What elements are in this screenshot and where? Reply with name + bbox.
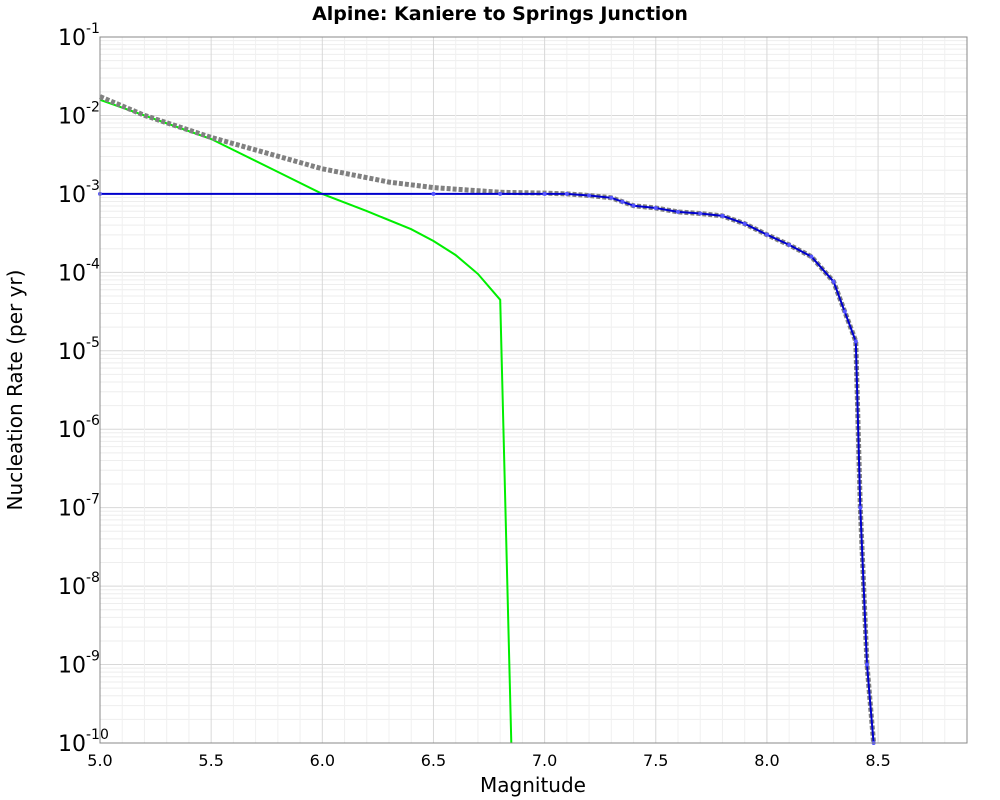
series-point: [431, 191, 436, 196]
y-tick-label: 10-1: [58, 21, 100, 51]
x-tick-label: 6.0: [310, 751, 335, 770]
series-point: [653, 206, 658, 211]
series-point: [842, 309, 847, 314]
series-point: [587, 193, 592, 198]
y-tick-label: 10-2: [58, 99, 100, 129]
x-tick-label: 8.5: [865, 751, 890, 770]
y-tick-label: 10-10: [58, 727, 109, 757]
y-tick-label: 10-4: [58, 256, 100, 286]
series-point: [787, 242, 792, 247]
series-point: [620, 199, 625, 204]
x-tick-label: 7.0: [532, 751, 557, 770]
series-line-green-gr: [99, 98, 513, 744]
x-axis-label: Magnitude: [480, 773, 586, 797]
series-point: [631, 203, 636, 208]
series-point: [809, 254, 814, 259]
x-tick-label: 7.5: [643, 751, 668, 770]
series-group: [98, 94, 877, 745]
x-tick-label: 5.5: [198, 751, 223, 770]
y-tick-label: 10-3: [58, 178, 100, 208]
y-axis-label: Nucleation Rate (per yr): [3, 270, 27, 511]
series-point: [858, 505, 863, 510]
series-point: [698, 211, 703, 216]
series-point: [742, 221, 747, 226]
y-axis-ticks: 10-1 10-2 10-3 10-4 10-5 10-6 10-7 10-8 10-9 10-1…: [58, 21, 109, 757]
series-point: [764, 232, 769, 237]
x-tick-label: 8.0: [754, 751, 779, 770]
x-axis-ticks: 5.0 5.5 6.0 6.5 7.0 7.5 8.0 8.5: [87, 751, 891, 770]
y-tick-label: 10-9: [58, 649, 100, 679]
series-point: [831, 279, 836, 284]
x-tick-label: 5.0: [87, 751, 112, 770]
series-point: [609, 195, 614, 200]
y-tick-label: 10-7: [58, 492, 100, 522]
plot-frame: [99, 36, 968, 744]
series-point: [853, 339, 858, 344]
series-point: [564, 191, 569, 196]
series-point: [720, 213, 725, 218]
series-point: [542, 191, 547, 196]
y-tick-label: 10-6: [58, 413, 100, 443]
chart-title: Alpine: Kaniere to Springs Junction: [312, 3, 688, 25]
x-tick-label: 6.5: [421, 751, 446, 770]
y-tick-label: 10-8: [58, 570, 100, 600]
series-point: [498, 191, 503, 196]
y-tick-label: 10-5: [58, 335, 100, 365]
series-point: [676, 209, 680, 214]
series-point: [864, 662, 869, 667]
